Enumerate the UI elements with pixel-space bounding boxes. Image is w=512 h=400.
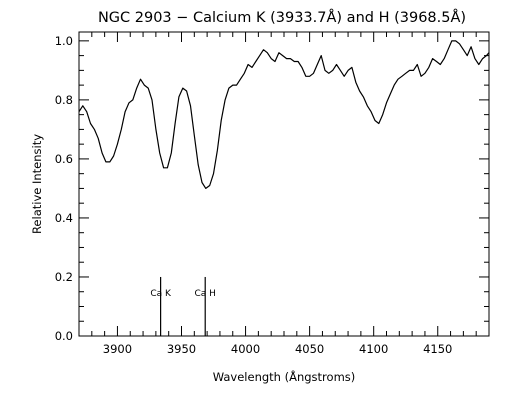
x-tick-label: 3900: [103, 342, 132, 356]
y-tick-label: 0.8: [55, 93, 73, 107]
y-tick-label: 0.6: [55, 152, 73, 166]
x-tick-label: 4000: [231, 342, 260, 356]
axis-ticks: [79, 32, 489, 337]
x-tick-label: 4050: [295, 342, 324, 356]
y-tick-label: 1.0: [55, 34, 73, 48]
y-tick-label: 0.4: [55, 211, 73, 225]
marker-label: Ca K: [150, 289, 172, 299]
y-tick-label: 0.0: [55, 329, 73, 343]
x-tick-label: 4100: [359, 342, 388, 356]
plot-frame: [78, 31, 490, 337]
x-tick-label: 4150: [423, 342, 452, 356]
x-axis-label: Wavelength (Ångstroms): [213, 369, 356, 384]
y-tick-label: 0.2: [55, 270, 73, 284]
spectrum-line: [78, 40, 490, 189]
axis-tick-labels: 3900 3950 4000 4050 4100 4150 0.0 0.2 0.4 0.6 0.8 1…: [55, 34, 453, 356]
chart-title: NGC 2903 − Calcium K (3933.7Å) and H (39…: [98, 9, 466, 26]
y-axis-label: Relative Intensity: [30, 134, 44, 234]
line-markers: Ca K Ca H: [150, 276, 216, 336]
marker-label: Ca H: [194, 289, 215, 299]
x-tick-label: 3950: [167, 342, 196, 356]
